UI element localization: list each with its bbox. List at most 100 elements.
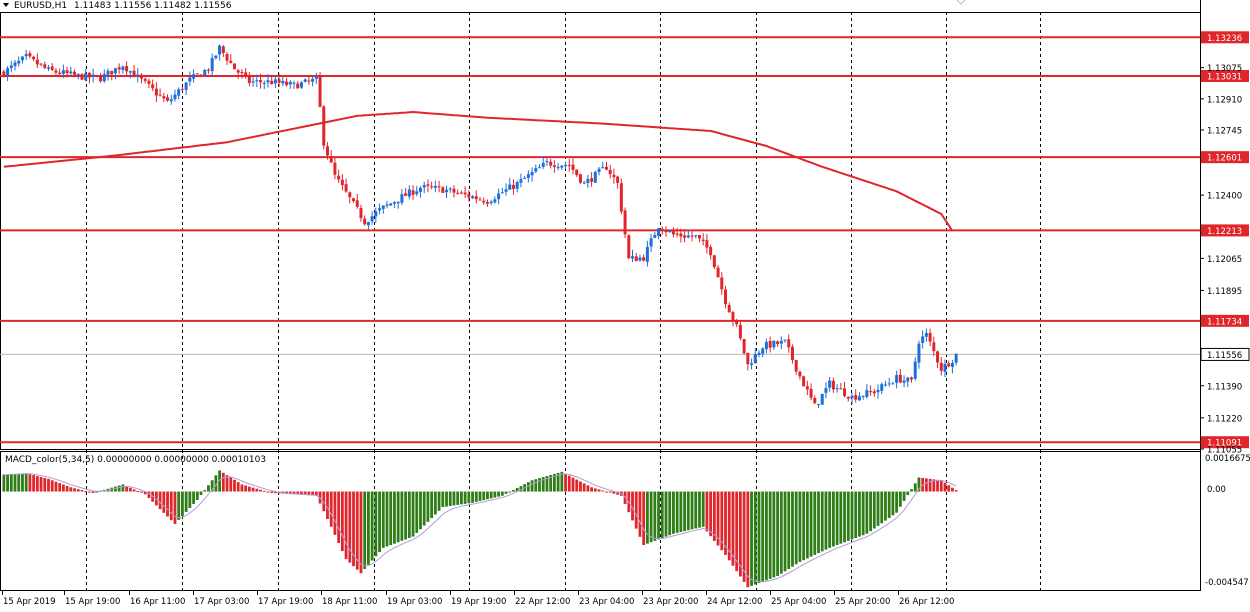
histogram-bar [727, 491, 731, 561]
histogram-bar [58, 483, 62, 492]
histogram-bar [500, 491, 504, 496]
histogram-bar [441, 491, 445, 508]
histogram-bar [143, 491, 147, 495]
macd-axis-bottom: -0.004547 [1205, 578, 1249, 588]
candle-body [571, 164, 575, 170]
histogram-bar [649, 491, 653, 543]
candle-body [478, 199, 482, 201]
x-tick-label: 25 Apr 20:00 [835, 597, 890, 607]
candle-body [221, 46, 225, 53]
candle-body [731, 312, 735, 321]
histogram-bar [582, 483, 586, 492]
histogram-bar [337, 491, 341, 543]
candle-body [939, 362, 943, 371]
candle-body [794, 359, 798, 372]
histogram-bar [426, 491, 430, 522]
histogram-bar [861, 491, 865, 536]
candle-body [820, 393, 824, 405]
histogram-bar [653, 491, 657, 541]
histogram-bar [311, 491, 315, 496]
candle-body [214, 55, 218, 59]
histogram-bar [746, 491, 750, 588]
histogram-bar [445, 491, 448, 507]
candle-body [485, 202, 489, 204]
histogram-bar [132, 489, 136, 492]
histogram-bar [552, 473, 556, 492]
candle-body [604, 166, 608, 170]
candle-body [924, 332, 928, 337]
histogram-bar [672, 491, 675, 534]
histogram-bar [590, 487, 593, 492]
candle-body [857, 396, 861, 401]
candle-body [746, 352, 750, 365]
candle-body [597, 168, 601, 172]
candle-body [32, 56, 36, 60]
candle-body [545, 161, 549, 163]
histogram-bar [400, 491, 404, 541]
histogram-bar [188, 491, 192, 508]
candle-body [456, 192, 460, 194]
candle-body [645, 246, 649, 262]
histogram-bar [262, 490, 266, 492]
candle-body [582, 182, 586, 184]
symbol-dropdown-icon[interactable] [3, 3, 9, 7]
histogram-bar [657, 491, 660, 540]
candle-body [459, 192, 463, 194]
candle-body [697, 235, 701, 239]
histogram-bar [378, 491, 381, 553]
histogram-bar [757, 491, 761, 584]
histogram-bar [333, 491, 337, 535]
histogram-bar [716, 491, 720, 546]
candle-body [467, 194, 471, 198]
histogram-bar [564, 473, 567, 492]
candle-body [299, 82, 303, 88]
candle-body [344, 184, 348, 192]
candle-body [790, 346, 794, 361]
histogram-bar [750, 491, 753, 586]
macd-axis-zero: 0.00 [1207, 485, 1226, 495]
candle-body [932, 342, 936, 352]
histogram-bar [348, 491, 352, 563]
candle-body [188, 77, 192, 82]
histogram-bar [675, 491, 679, 533]
histogram-bar [482, 491, 486, 501]
histogram-bar [936, 479, 939, 492]
candle-body [396, 201, 400, 204]
histogram-bar [724, 491, 727, 555]
histogram-bar [738, 491, 742, 577]
candle-body [73, 71, 77, 75]
symbol-label: EURUSD,H1 [14, 1, 67, 11]
candle-body [619, 183, 623, 212]
histogram-bar [140, 491, 143, 493]
candle-body [337, 175, 341, 180]
histogram-bar [61, 484, 65, 492]
candle-body [385, 204, 389, 206]
x-tick-label: 26 Apr 12:00 [899, 597, 954, 607]
macd-label: MACD_color(5,34,5) 0.00000000 0.00000000… [5, 455, 266, 465]
candle-body [192, 74, 196, 79]
histogram-bar [225, 475, 229, 492]
histogram-bar [709, 491, 713, 537]
candle-body [381, 205, 385, 209]
macd-axis-top: 0.0016675 [1205, 454, 1250, 464]
histogram-bar [668, 491, 672, 536]
candle-body [683, 235, 687, 238]
candle-body [917, 343, 921, 363]
histogram-bar [236, 482, 240, 492]
candle-body [359, 207, 363, 219]
candle-body [954, 353, 958, 363]
histogram-bar [177, 491, 181, 520]
histogram-bar [344, 491, 348, 560]
candle-body [180, 88, 184, 90]
candle-body [255, 80, 259, 82]
candle-body [325, 146, 329, 156]
histogram-bar [631, 491, 634, 521]
x-tick-label: 15 Apr 19:00 [65, 597, 120, 607]
candle-body [195, 73, 199, 75]
histogram-bar [359, 491, 363, 574]
histogram-bar [805, 491, 809, 559]
histogram-bar [817, 491, 820, 554]
level-label: 1.12213 [1207, 227, 1242, 237]
histogram-bar [192, 491, 195, 504]
histogram-bar [214, 475, 218, 492]
